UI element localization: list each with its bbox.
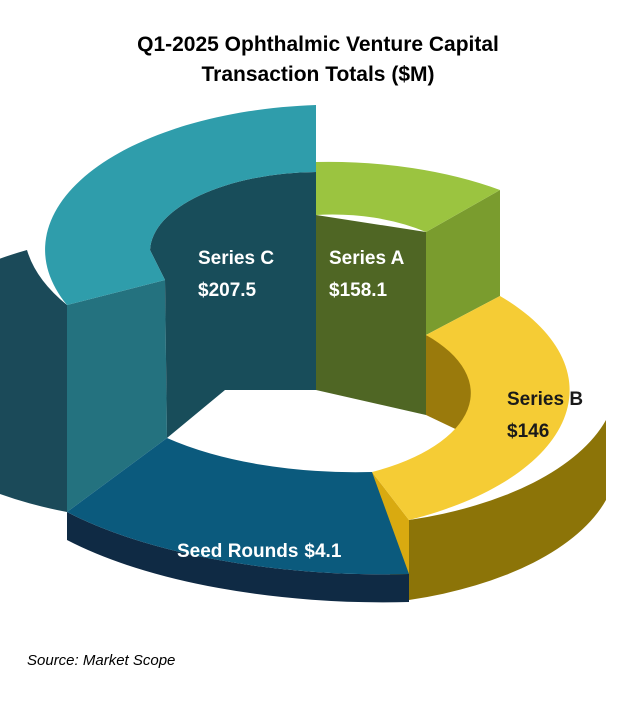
label-seed-rounds-name: Seed Rounds [177,541,298,562]
label-series-a-name: Series A [329,248,405,269]
slice-series-b-outer-wall [409,420,606,600]
source-note: Source: Market Scope [27,652,176,669]
slice-series-c [0,105,317,512]
chart-title: Q1-2025 Ophthalmic Venture Capital Trans… [0,30,636,90]
label-series-a-value: $158.1 [329,280,388,301]
label-series-c-name: Series C [198,248,274,269]
slice-series-c-top [45,105,317,305]
label-seed-rounds-value: $4.1 [304,541,341,562]
slice-seed-rounds-outer-wall [67,512,409,603]
slice-series-c-inner-wall [150,172,316,438]
slice-series-a-top [316,161,500,232]
chart-title-line-1: Q1-2025 Ophthalmic Venture Capital [137,33,499,56]
slice-series-b-top [372,296,570,520]
slice-series-a-inner-wall [316,215,426,415]
label-seed-rounds: Seed Rounds $4.1 [177,541,342,562]
slice-series-a-outer-wall [426,190,500,335]
slice-seed-rounds [67,438,409,603]
chart-title-line-2: Transaction Totals ($M) [201,63,435,86]
slice-series-c-cut-face [67,280,167,512]
label-series-c-value: $207.5 [198,280,257,301]
label-series-b-value: $146 [507,421,549,442]
slice-series-a [316,161,500,415]
slice-series-c-outer-wall [0,250,67,512]
slice-seed-rounds-top [67,438,409,575]
label-series-b-name: Series B [507,389,583,410]
